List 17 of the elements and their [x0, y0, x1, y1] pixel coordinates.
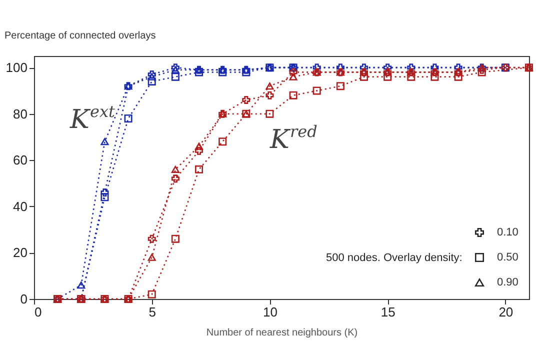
annotation: 0.10: [497, 226, 518, 238]
y-tick-label: 0: [20, 292, 28, 306]
x-tick-label: 5: [148, 304, 156, 320]
x-axis-title: Number of nearest neighbours (K): [206, 328, 358, 338]
y-tick-label: 20: [13, 245, 28, 260]
y-tick-label: 100: [6, 60, 28, 76]
x-tick-label: 15: [380, 304, 396, 320]
y-tick-label: 60: [13, 152, 28, 168]
annotation: 0.50: [497, 252, 518, 264]
x-tick-label: 0: [34, 304, 42, 320]
y-tick-label: 40: [13, 198, 28, 214]
y-tick-label: 80: [13, 106, 28, 122]
legend-title: 500 nodes. Overlay density:: [326, 252, 462, 264]
y-axis-title: Percentage of connected overlays: [4, 30, 156, 42]
x-tick-label: 20: [498, 304, 514, 320]
x-tick-label: 10: [262, 304, 278, 320]
annotation: 0.90: [497, 276, 518, 288]
